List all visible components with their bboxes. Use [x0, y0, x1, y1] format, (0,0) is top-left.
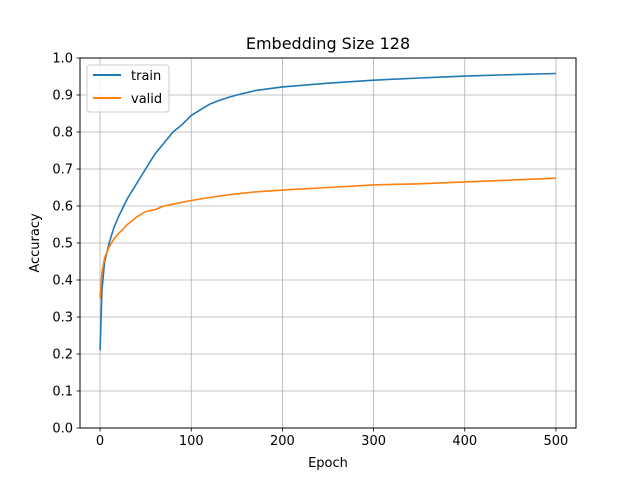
axis-ticks: 0 100 200 300 400 500 0.0 0.1 0.2 0.3 0.4 0.5 0.6 0.7…	[52, 52, 568, 450]
y-axis-label: Accuracy	[28, 213, 43, 273]
grid-lines	[80, 57, 576, 429]
x-tick-label: 400	[452, 434, 477, 449]
y-tick-label: 0.9	[52, 89, 73, 104]
y-tick-label: 0.7	[52, 163, 73, 178]
y-tick-label: 0.8	[52, 126, 73, 141]
y-tick-label: 0.0	[52, 422, 73, 437]
y-tick-label: 0.2	[52, 348, 73, 363]
y-tick-label: 0.5	[52, 237, 73, 252]
y-tick-label: 0.4	[52, 274, 73, 289]
y-tick-label: 1.0	[52, 52, 73, 67]
x-tick-label: 500	[544, 434, 569, 449]
chart-title: Embedding Size 128	[246, 34, 410, 53]
legend: train valid	[86, 64, 170, 113]
y-tick-label: 0.6	[52, 200, 73, 215]
x-tick-label: 0	[96, 434, 104, 449]
y-tick-label: 0.1	[52, 385, 73, 400]
legend-box	[86, 64, 170, 113]
legend-label-train: train	[131, 69, 161, 84]
x-axis-label: Epoch	[308, 456, 348, 471]
series-line-train	[99, 72, 556, 351]
series-line-valid	[99, 177, 556, 299]
legend-label-valid: valid	[131, 92, 162, 107]
x-tick-label: 200	[270, 434, 295, 449]
y-tick-label: 0.3	[52, 311, 73, 326]
x-tick-label: 300	[361, 434, 386, 449]
series-lines	[99, 72, 556, 351]
x-tick-label: 100	[179, 434, 204, 449]
